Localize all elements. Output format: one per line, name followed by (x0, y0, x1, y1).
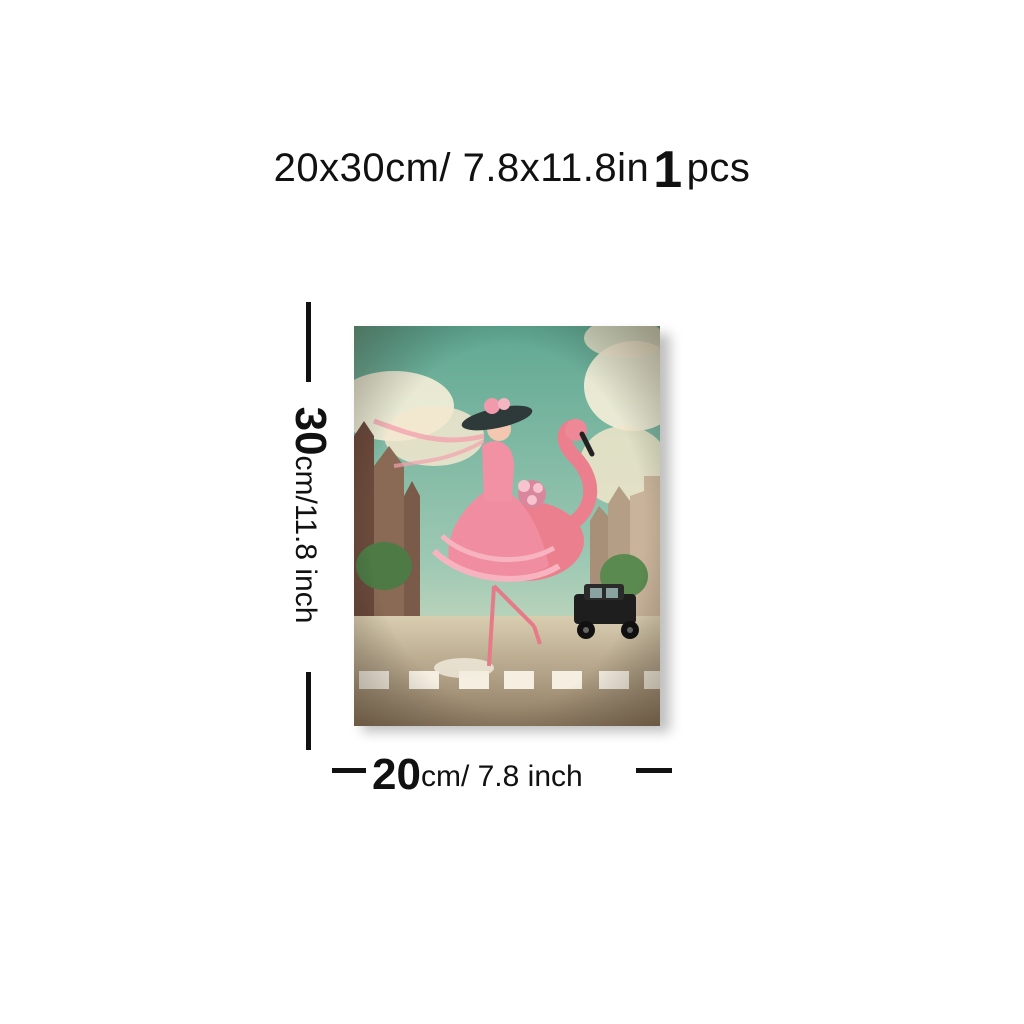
quantity-unit: pcs (686, 146, 751, 190)
height-dimension-line-bottom (306, 672, 311, 750)
width-dimension-line-right (636, 768, 672, 773)
size-text: 20x30cm/ 7.8x11.8in (273, 146, 650, 190)
width-dimension-line-left (332, 768, 366, 773)
height-unit-text: cm/11.8 inch (289, 455, 322, 624)
quantity-number: 1 (653, 141, 683, 199)
height-dimension-line-top (306, 302, 311, 382)
product-size-title: 20x30cm/ 7.8x11.8in1 pcs (0, 140, 1024, 200)
width-number: 20 (372, 750, 421, 799)
canvas-artwork (354, 326, 660, 726)
width-unit-text: cm/ 7.8 inch (420, 760, 583, 793)
height-number: 30 (286, 406, 335, 456)
flamingo-artwork-illustration (354, 326, 660, 726)
width-label: 20cm/ 7.8 inch (372, 750, 583, 800)
